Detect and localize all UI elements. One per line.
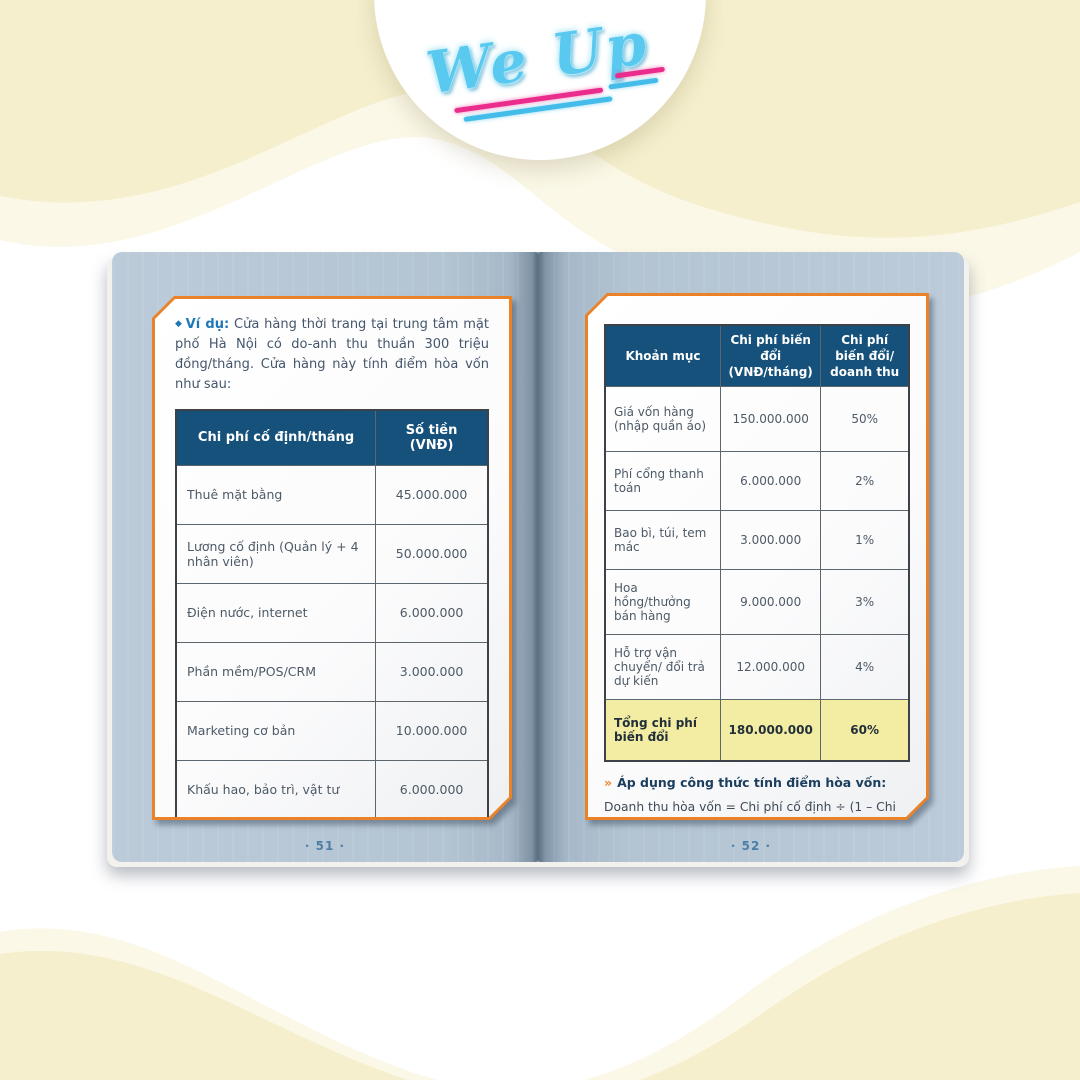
- row-label: Phí cổng thanh toán: [605, 452, 721, 511]
- row-ratio: 50%: [821, 387, 909, 452]
- page-number-right: · 52 ·: [730, 839, 772, 853]
- row-label: Hỗ trợ vận chuyển/ đổi trả dự kiến: [605, 635, 721, 700]
- table-row: Khấu hao, bảo trì, vật tư 6.000.000: [176, 760, 488, 817]
- table-header-row: Khoản mục Chi phí biến đổi (VNĐ/tháng) C…: [605, 325, 909, 387]
- row-label: Hoa hồng/thưởng bán hàng: [605, 570, 721, 635]
- page-number-left: · 51 ·: [304, 839, 346, 853]
- book-page-left: ◆ Ví dụ: Cửa hàng thời trang tại trung tâ…: [112, 252, 538, 862]
- right-panel-border: Khoản mục Chi phí biến đổi (VNĐ/tháng) C…: [585, 293, 929, 820]
- table-row: Hoa hồng/thưởng bán hàng 9.000.000 3%: [605, 570, 909, 635]
- table-row: Điện nước, internet 6.000.000: [176, 583, 488, 642]
- fixed-cost-header-label: Chi phí cố định/tháng: [176, 410, 376, 466]
- brand-logo: We Up: [422, 9, 666, 139]
- variable-cost-header-ratio: Chi phí biến đổi/ doanh thu: [821, 325, 909, 387]
- row-ratio: 2%: [821, 452, 909, 511]
- left-content-panel: ◆ Ví dụ: Cửa hàng thời trang tại trung tâ…: [152, 296, 512, 820]
- table-row: Giá vốn hàng (nhập quần áo) 150.000.000 …: [605, 387, 909, 452]
- row-label: Phần mềm/POS/CRM: [176, 642, 376, 701]
- table-row: Hỗ trợ vận chuyển/ đổi trả dự kiến 12.00…: [605, 635, 909, 700]
- variable-cost-header-amount: Chi phí biến đổi (VNĐ/tháng): [721, 325, 821, 387]
- row-label: Bao bì, túi, tem mác: [605, 511, 721, 570]
- row-value: 6.000.000: [376, 760, 488, 817]
- row-value: 12.000.000: [721, 635, 821, 700]
- left-panel-border: ◆ Ví dụ: Cửa hàng thời trang tại trung tâ…: [152, 296, 512, 820]
- table-header-row: Chi phí cố định/tháng Số tiền (VNĐ): [176, 410, 488, 466]
- formula-heading: » Áp dụng công thức tính điểm hòa vốn:: [604, 775, 910, 790]
- example-text: Cửa hàng thời trang tại trung tâm mặt ph…: [175, 317, 489, 393]
- row-label: Marketing cơ bản: [176, 701, 376, 760]
- row-value: 6.000.000: [721, 452, 821, 511]
- table-row: Phí cổng thanh toán 6.000.000 2%: [605, 452, 909, 511]
- row-value: 10.000.000: [376, 701, 488, 760]
- formula-line: Doanh thu hòa vốn = Chi phí cố định ÷ (1…: [604, 800, 896, 814]
- book-spine: [508, 252, 568, 862]
- total-value: 180.000.000: [721, 700, 821, 762]
- arrow-bullet-icon: »: [604, 775, 613, 790]
- fixed-cost-header-amount: Số tiền (VNĐ): [376, 410, 488, 466]
- book-page-right: Khoản mục Chi phí biến đổi (VNĐ/tháng) C…: [538, 252, 964, 862]
- row-ratio: 1%: [821, 511, 909, 570]
- variable-cost-header-item: Khoản mục: [605, 325, 721, 387]
- row-ratio: 4%: [821, 635, 909, 700]
- row-value: 6.000.000: [376, 583, 488, 642]
- row-ratio: 3%: [821, 570, 909, 635]
- row-value: 3.000.000: [376, 642, 488, 701]
- logo-badge: We Up: [374, 0, 706, 160]
- total-label: Tổng chi phí biến đổi: [605, 700, 721, 762]
- table-row: Marketing cơ bản 10.000.000: [176, 701, 488, 760]
- table-row: Thuê mặt bằng 45.000.000: [176, 465, 488, 524]
- formula-heading-text: Áp dụng công thức tính điểm hòa vốn:: [617, 775, 887, 790]
- total-row: Tổng chi phí biến đổi 180.000.000 60%: [605, 700, 909, 762]
- row-value: 9.000.000: [721, 570, 821, 635]
- row-label: Lương cố định (Quản lý + 4 nhân viên): [176, 524, 376, 583]
- book-spread: ◆ Ví dụ: Cửa hàng thời trang tại trung tâ…: [107, 252, 969, 867]
- row-value: 45.000.000: [376, 465, 488, 524]
- table-row: Lương cố định (Quản lý + 4 nhân viên) 50…: [176, 524, 488, 583]
- total-ratio: 60%: [821, 700, 909, 762]
- example-label: Ví dụ:: [185, 317, 230, 332]
- breakeven-formula-section: » Áp dụng công thức tính điểm hòa vốn: Do…: [604, 775, 910, 817]
- row-label: Điện nước, internet: [176, 583, 376, 642]
- variable-cost-table: Khoản mục Chi phí biến đổi (VNĐ/tháng) C…: [604, 324, 910, 762]
- row-label: Thuê mặt bằng: [176, 465, 376, 524]
- row-label: Giá vốn hàng (nhập quần áo): [605, 387, 721, 452]
- bottom-wave-decoration: [0, 866, 1080, 1080]
- right-content-panel: Khoản mục Chi phí biến đổi (VNĐ/tháng) C…: [585, 293, 929, 820]
- row-label: Khấu hao, bảo trì, vật tư: [176, 760, 376, 817]
- diamond-bullet-icon: ◆: [175, 319, 183, 329]
- table-row: Bao bì, túi, tem mác 3.000.000 1%: [605, 511, 909, 570]
- example-intro-paragraph: ◆ Ví dụ: Cửa hàng thời trang tại trung tâ…: [175, 315, 489, 396]
- row-value: 3.000.000: [721, 511, 821, 570]
- table-row: Phần mềm/POS/CRM 3.000.000: [176, 642, 488, 701]
- row-value: 50.000.000: [376, 524, 488, 583]
- row-value: 150.000.000: [721, 387, 821, 452]
- fixed-cost-table: Chi phí cố định/tháng Số tiền (VNĐ) Thuê…: [175, 409, 489, 817]
